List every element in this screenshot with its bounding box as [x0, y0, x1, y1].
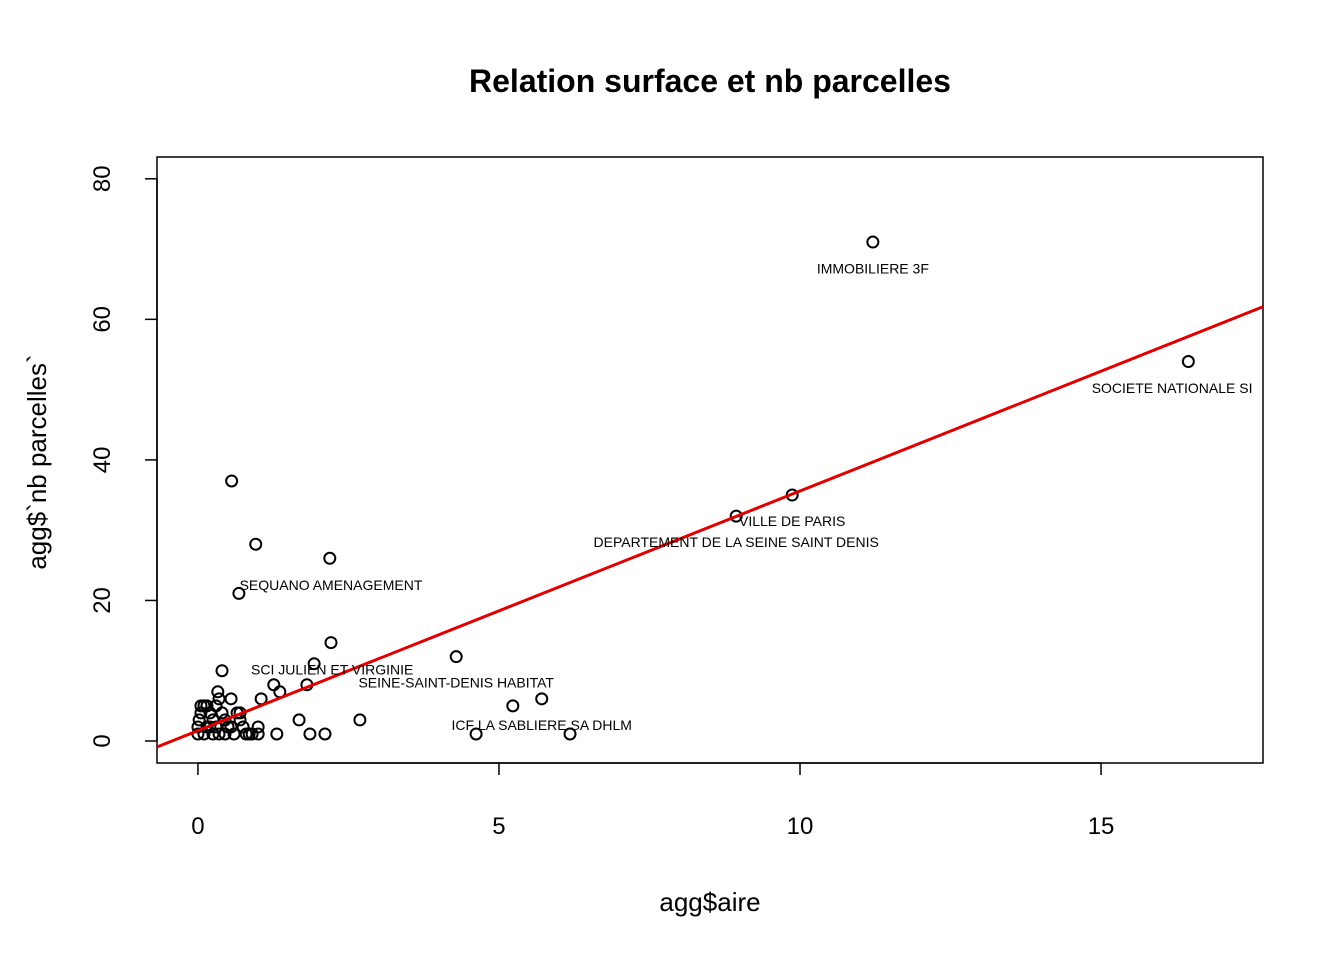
point [563, 727, 577, 741]
annotation: SOCIETE NATIONALE SI [1092, 380, 1253, 396]
point [866, 235, 880, 249]
x-tick-label: 0 [191, 813, 204, 840]
point [227, 727, 241, 741]
y-tick-label: 0 [89, 734, 116, 747]
point [224, 692, 238, 706]
point [212, 692, 226, 706]
annotation: SEINE-SAINT-DENIS HABITAT [358, 675, 554, 691]
point [232, 586, 246, 600]
x-tick-label: 10 [787, 813, 814, 840]
point [267, 678, 281, 692]
x-tick-label: 15 [1088, 813, 1115, 840]
annotation: SCI JULIEN ET VIRGINIE [251, 661, 413, 677]
point [506, 699, 520, 713]
annotation: IMMOBILIERE 3F [817, 261, 929, 277]
x-tick-label: 5 [492, 813, 505, 840]
point [209, 699, 223, 713]
point [353, 713, 367, 727]
point [469, 727, 483, 741]
point [292, 713, 306, 727]
point [324, 636, 338, 650]
y-tick-label: 80 [89, 165, 116, 192]
point [218, 727, 232, 741]
regression-line [157, 305, 1263, 749]
point [249, 537, 263, 551]
point [303, 727, 317, 741]
point [192, 713, 206, 727]
point [323, 551, 337, 565]
annotation: VILLE DE PARIS [739, 513, 845, 529]
point [535, 692, 549, 706]
y-tick-label: 60 [89, 306, 116, 333]
point [449, 650, 463, 664]
point [1181, 355, 1195, 369]
point [251, 727, 265, 741]
point [729, 509, 743, 523]
chart-title: Relation surface et nb parcelles [469, 63, 951, 99]
plot-area: IMMOBILIERE 3F SOCIETE NATIONALE SI VILLE … [157, 235, 1263, 749]
point [211, 685, 225, 699]
point [215, 706, 229, 720]
annotation: ICF LA SABLIERE SA DHLM [451, 717, 632, 733]
x-axis-label: agg$aire [659, 887, 760, 917]
point [200, 699, 214, 713]
point [318, 727, 332, 741]
y-axis-label: agg$`nb parcelles` [22, 354, 52, 569]
point [307, 657, 321, 671]
point [215, 664, 229, 678]
point [245, 727, 259, 741]
point [225, 474, 239, 488]
annotation: DEPARTEMENT DE LA SEINE SAINT DENIS [594, 534, 879, 550]
point [270, 727, 284, 741]
annotation: SEQUANO AMENAGEMENT [240, 577, 423, 593]
y-tick-label: 40 [89, 447, 116, 474]
point [212, 727, 226, 741]
y-tick-label: 20 [89, 587, 116, 614]
